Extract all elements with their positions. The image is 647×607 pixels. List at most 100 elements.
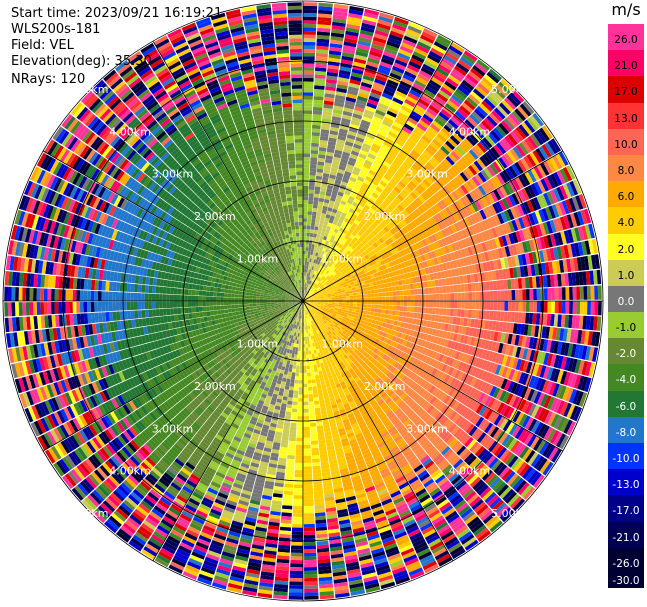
velocity-gate: [496, 311, 501, 321]
velocity-gate: [321, 209, 327, 214]
velocity-gate: [304, 592, 319, 597]
velocity-gate: [318, 249, 323, 254]
velocity-gate: [333, 153, 342, 159]
velocity-gate: [314, 371, 319, 376]
velocity-gate: [308, 284, 311, 288]
velocity-gate: [330, 212, 337, 217]
velocity-gate: [327, 141, 336, 146]
velocity-gate: [311, 278, 315, 282]
velocity-gate: [390, 27, 406, 36]
velocity-gate: [303, 498, 314, 503]
velocity-gate: [348, 157, 357, 163]
velocity-gate: [392, 291, 397, 296]
velocity-gate: [358, 88, 370, 96]
velocity-gate: [339, 69, 351, 76]
velocity-gate: [350, 150, 360, 157]
velocity-gate: [378, 292, 383, 297]
velocity-gate: [315, 219, 320, 224]
velocity-gate: [558, 287, 563, 300]
velocity-gate: [412, 51, 427, 60]
velocity-gate: [312, 237, 317, 242]
velocity-gate: [332, 186, 340, 192]
velocity-gate: [323, 169, 331, 175]
velocity-gate: [388, 286, 393, 292]
velocity-gate: [374, 112, 385, 120]
velocity-gate: [303, 200, 308, 204]
velocity-gate: [362, 19, 377, 26]
velocity-gate: [507, 290, 512, 301]
velocity-gate: [303, 113, 312, 118]
velocity-gate: [314, 70, 327, 76]
velocity-gate: [324, 260, 329, 265]
velocity-gate: [443, 293, 447, 301]
velocity-gate: [336, 87, 347, 94]
velocity-gate: [337, 206, 344, 212]
velocity-gate: [317, 253, 321, 258]
velocity-gate: [309, 277, 312, 281]
velocity-gate: [312, 278, 316, 283]
velocity-gate: [414, 47, 428, 57]
velocity-gate: [433, 41, 448, 51]
velocity-gate: [313, 106, 323, 112]
velocity-gate: [303, 23, 317, 28]
velocity-gate: [303, 491, 314, 496]
velocity-gate: [317, 13, 332, 18]
velocity-gate: [348, 127, 358, 133]
velocity-gate: [379, 61, 393, 69]
velocity-gate: [313, 279, 317, 283]
velocity-gate: [354, 163, 363, 170]
velocity-gate: [315, 52, 328, 58]
velocity-gate: [308, 284, 312, 289]
velocity-gate: [460, 309, 465, 318]
velocity-gate: [405, 67, 419, 76]
velocity-gate: [323, 202, 329, 207]
velocity-gate: [385, 296, 390, 301]
velocity-gate: [391, 286, 396, 292]
velocity-gate: [340, 121, 350, 127]
velocity-gate: [352, 201, 359, 208]
velocity-gate: [322, 111, 333, 116]
velocity-gate: [551, 287, 555, 300]
velocity-gate: [380, 57, 394, 66]
velocity-gate: [421, 301, 426, 307]
velocity-gate: [310, 372, 315, 377]
velocity-gate: [315, 56, 328, 61]
velocity-gate: [303, 20, 317, 25]
velocity-gate: [304, 588, 319, 593]
velocity-gate: [374, 29, 389, 37]
velocity-gate: [309, 265, 313, 270]
velocity-gate: [308, 189, 315, 194]
velocity-gate: [307, 276, 310, 281]
velocity-gate: [303, 412, 309, 417]
velocity-gate: [336, 139, 346, 145]
velocity-gate: [307, 372, 311, 377]
velocity-gate: [306, 333, 309, 337]
velocity-gate: [442, 308, 447, 316]
velocity-gate: [375, 75, 388, 83]
velocity-gate: [303, 419, 310, 424]
velocity-gate: [329, 215, 335, 221]
velocity-gate: [364, 109, 375, 116]
velocity-gate: [313, 197, 319, 202]
velocity-gate: [310, 247, 314, 252]
velocity-gate: [346, 93, 358, 100]
velocity-gate: [303, 121, 312, 125]
velocity-gate: [309, 422, 317, 427]
velocity-gate: [439, 286, 444, 294]
velocity-gate: [561, 287, 566, 300]
velocity-gate: [379, 126, 389, 134]
velocity-gate: [365, 283, 370, 288]
velocity-gate: [303, 423, 310, 427]
velocity-gate: [336, 194, 343, 200]
velocity-gate: [307, 383, 312, 388]
velocity-gate: [386, 40, 400, 49]
velocity-gate: [328, 230, 334, 236]
velocity-gate: [358, 188, 366, 195]
velocity-gate: [326, 237, 331, 242]
velocity-gate: [308, 390, 313, 395]
velocity-gate: [316, 172, 323, 177]
velocity-gate: [554, 287, 559, 300]
velocity-gate: [404, 70, 417, 80]
velocity-gate: [343, 148, 352, 154]
velocity-gate: [579, 286, 584, 300]
